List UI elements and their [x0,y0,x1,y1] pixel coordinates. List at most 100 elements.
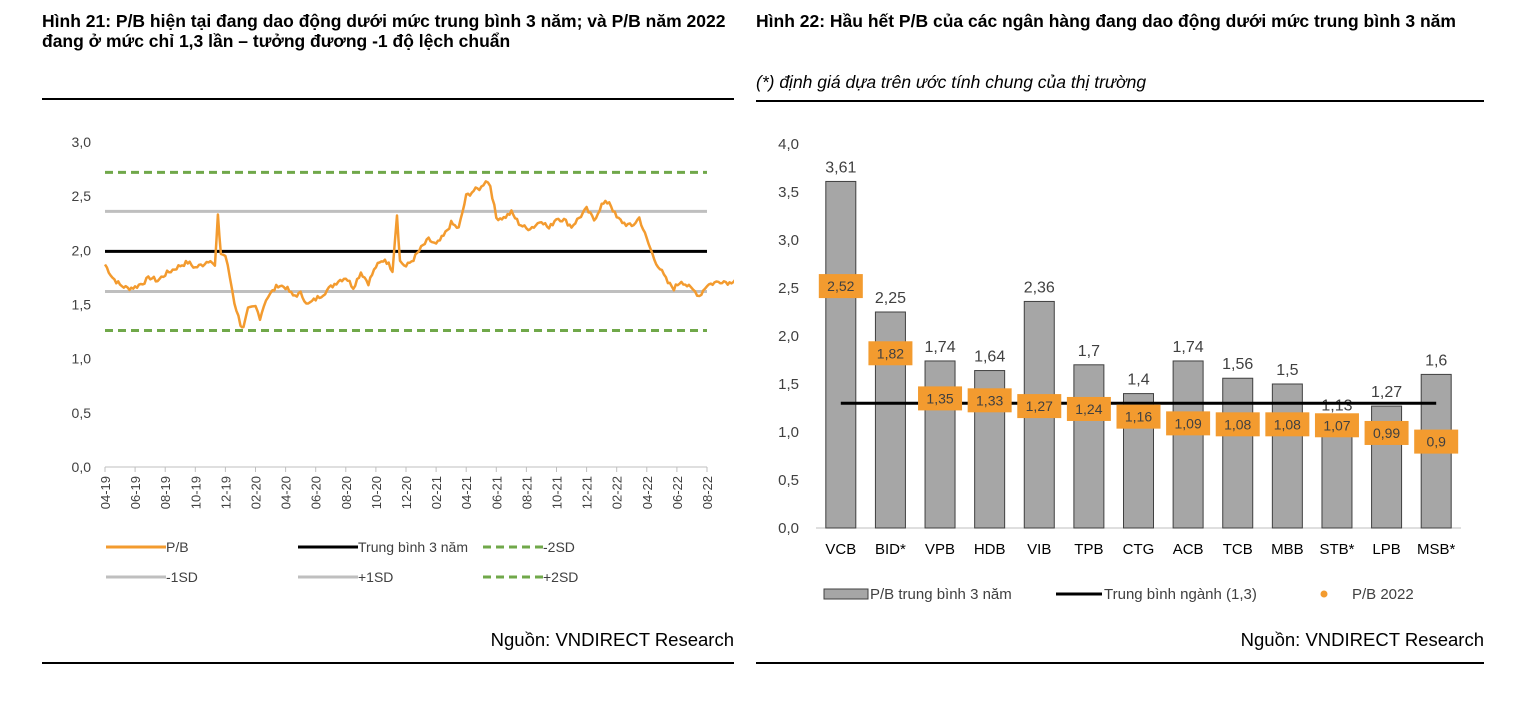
figure-22-title: Hình 22: Hầu hết P/B của các ngân hàng đ… [756,11,1456,31]
category-label: CTG [1123,541,1155,558]
x-tick-label: 04-22 [640,476,655,509]
x-tick-label: 12-19 [218,476,233,509]
legend-label: +2SD [543,569,578,585]
legend-label: Trung bình ngành (1,3) [1104,586,1257,603]
y-tick-label: 2,5 [778,280,799,297]
figure-21-title: Hình 21: P/B hiện tại đang dao động dưới… [42,11,726,51]
legend-label: +1SD [358,569,393,585]
figure-21-source: Nguồn: VNDIRECT Research [490,629,734,650]
bar-value-label: 1,7 [1078,343,1100,360]
y-tick-label: 2,0 [778,328,799,345]
bar-vcb [825,180,857,529]
legend-label: P/B [166,539,189,555]
x-tick-label: 04-21 [459,476,474,509]
y-tick-label: 1,0 [72,351,92,367]
pb-2022-label: 1,33 [976,392,1003,408]
bar-stb [1321,419,1353,529]
bar-tpb [1073,364,1105,529]
category-label: VIB [1027,541,1051,558]
legend-label: -1SD [166,569,198,585]
pb-2022-label: 0,9 [1426,434,1446,450]
legend-label: Trung bình 3 năm [358,539,468,555]
category-label: MSB* [1417,541,1456,558]
pb-2022-marker [967,388,1012,413]
x-tick-label: 10-21 [550,476,565,509]
x-tick-label: 08-20 [339,476,354,509]
category-label: STB* [1319,541,1354,558]
x-tick-label: 08-21 [519,476,534,509]
x-tick-label: 06-19 [128,476,143,509]
category-label: VCB [825,541,856,558]
x-tick-label: 02-20 [249,476,264,509]
bar-value-label: 1,64 [974,349,1005,366]
bar-value-label: 1,56 [1222,356,1253,373]
pb-2022-label: 1,07 [1323,417,1350,433]
pb-2022-label: 1,08 [1274,416,1301,432]
legend-label: P/B trung bình 3 năm [870,586,1012,603]
x-tick-label: 06-20 [309,476,324,509]
pb-2022-label: 1,24 [1075,401,1102,417]
x-tick-label: 04-19 [98,476,113,509]
figure-22-top-rule [756,100,1484,102]
x-tick-label: 08-19 [158,476,173,509]
x-tick-label: 02-21 [429,476,444,509]
figure-22: Hình 22: Hầu hết P/B của các ngân hàng đ… [756,0,1484,720]
y-tick-label: 0,0 [778,520,799,537]
legend-label: P/B 2022 [1352,586,1414,603]
y-tick-label: 3,0 [778,232,799,249]
category-label: MBB [1271,541,1304,558]
legend-label: -2SD [543,539,575,555]
pb-2022-marker [918,386,963,411]
category-label: HDB [974,541,1006,558]
pb-2022-label: 1,08 [1224,416,1251,432]
y-tick-label: 1,5 [72,297,92,313]
pb-2022-label: 0,99 [1373,425,1400,441]
x-tick-label: 06-22 [670,476,685,509]
pb-line-chart: 0,0 0,5 1,0 1,5 2,0 2,5 3,0 04-19 06-19 08-19 10-1… [72,134,734,585]
y-tick-label: 2,0 [72,242,92,258]
bar-value-label: 1,6 [1425,352,1447,369]
y-tick-label: 2,5 [72,188,92,204]
pb-2022-label: 1,27 [1026,398,1053,414]
figure-22-source: Nguồn: VNDIRECT Research [1240,629,1484,650]
pb-2022-marker [868,341,913,366]
legend-swatch-bar [823,588,869,600]
bar-value-label: 1,13 [1321,398,1352,415]
pb-2022-marker [1066,396,1111,421]
figure-22-subtitle: (*) định giá dựa trên ước tính chung của… [756,72,1147,92]
category-label: VPB [925,541,955,558]
bank-pb-bar-chart: 0,0 0,5 1,0 1,5 2,0 2,5 3,0 3,5 4,0 3,61 VCB 2,25 BI… [778,136,1461,603]
figure-22-bottom-rule [756,662,1484,664]
y-tick-label: 1,5 [778,376,799,393]
category-label: TCB [1223,541,1253,558]
pb-series-line [103,180,734,329]
x-tick-label: 10-19 [188,476,203,509]
bar-value-label: 2,25 [875,290,906,307]
figure-21-bottom-rule [42,662,734,664]
x-tick-label: 12-20 [399,476,414,509]
bar-vpb [924,360,956,529]
x-tick-label: 06-21 [489,476,504,509]
pb-2022-marker [1314,413,1359,438]
pb-2022-label: 1,09 [1174,415,1201,431]
x-tick-label: 10-20 [369,476,384,509]
pb-2022-marker [818,274,863,299]
pb-2022-marker [1364,420,1409,445]
legend-swatch-dot [1320,590,1328,598]
y-tick-label: 3,0 [72,134,92,150]
bar-mbb [1271,383,1303,529]
pb-2022-marker [1265,412,1310,437]
y-tick-label: 0,0 [72,459,92,475]
pb-2022-label: 2,52 [827,278,854,294]
y-tick-label: 0,5 [72,405,92,421]
bar-acb [1172,360,1204,529]
figure-21: Hình 21: P/B hiện tại đang dao động dưới… [42,0,734,720]
bar-value-label: 3,61 [825,159,856,176]
bar-tcb [1222,377,1254,529]
category-label: TPB [1074,541,1103,558]
y-tick-label: 0,5 [778,472,799,489]
bar-value-label: 2,36 [1024,279,1055,296]
x-tick-label: 04-20 [279,476,294,509]
pb-2022-marker [1017,394,1062,419]
category-label: ACB [1173,541,1204,558]
